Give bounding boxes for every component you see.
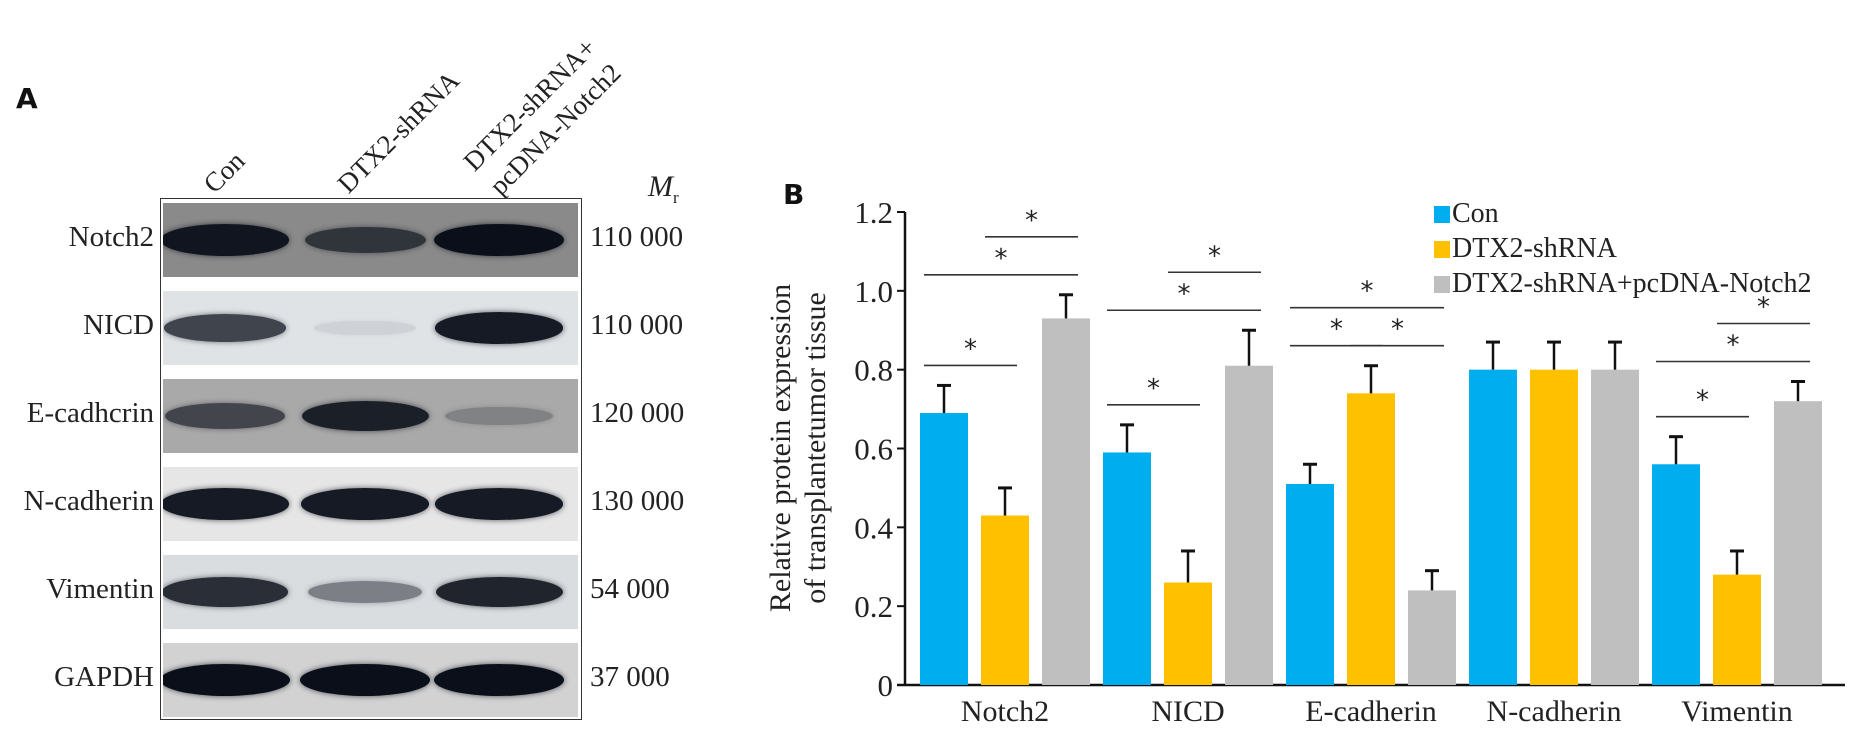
bar-notch2-1	[981, 515, 1029, 685]
y-tick-label: 1.2	[854, 195, 893, 230]
blot-strip-vimentin	[163, 555, 578, 629]
significance-asterisk: *	[1696, 386, 1709, 416]
blot-band	[434, 224, 564, 256]
significance-asterisk: *	[1757, 292, 1770, 322]
blot-band	[163, 224, 290, 256]
mr-value: 130 000	[590, 485, 685, 517]
bar-e-cadherin-0	[1286, 483, 1334, 685]
blot-band	[435, 576, 563, 608]
blot-strip-notch2	[163, 203, 578, 277]
blot-band	[308, 580, 422, 604]
y-tick-label: 0	[878, 668, 894, 703]
legend-label-0: Con	[1452, 198, 1499, 229]
y-tick-label: 0.6	[854, 432, 893, 467]
mr-header: Mr	[648, 170, 679, 207]
y-tick-label: 1.0	[854, 274, 893, 309]
x-tick-label-nicd: NICD	[1151, 695, 1224, 728]
mr-value: 110 000	[590, 221, 684, 253]
blot-band	[314, 320, 416, 336]
bar-notch2-0	[920, 413, 968, 685]
bar-e-cadherin-1	[1347, 393, 1395, 685]
bar-n-cadherin-2	[1591, 369, 1639, 685]
significance-asterisk: *	[1147, 374, 1160, 404]
significance-asterisk: *	[1727, 330, 1740, 360]
blot-band	[165, 403, 285, 429]
x-tick-label-notch2: Notch2	[961, 695, 1049, 728]
y-axis-label-line2: of transplantetumor tissue	[799, 292, 832, 604]
significance-asterisk: *	[1178, 279, 1191, 309]
blot-band	[434, 664, 564, 696]
row-label-notch2: Notch2	[68, 221, 154, 253]
y-axis-label-line1: Relative protein expression	[764, 284, 797, 612]
blot-band	[434, 488, 564, 520]
bar-vimentin-2	[1774, 401, 1822, 685]
row-label-nicd: NICD	[83, 309, 154, 341]
x-tick-label-e-cadherin: E-cadherin	[1305, 695, 1437, 728]
blot-band	[163, 577, 288, 607]
significance-asterisk: *	[1391, 315, 1404, 345]
mr-value: 120 000	[590, 397, 685, 429]
row-label-gapdh: GAPDH	[54, 661, 154, 693]
blot-band	[304, 226, 426, 254]
y-tick-label: 0.8	[854, 353, 893, 388]
blot-band	[300, 488, 430, 520]
x-tick-label-vimentin: Vimentin	[1681, 695, 1793, 728]
western-blot-panel: A Con DTX2-shRNA DTX2-shRNA+ pcDNA-Notch…	[0, 0, 760, 731]
bar-n-cadherin-0	[1469, 369, 1517, 685]
bar-nicd-2	[1225, 365, 1273, 685]
blot-strip-n-cadherin	[163, 467, 578, 541]
row-label-e-cadhcrin: E-cadhcrin	[26, 397, 154, 429]
significance-asterisk: *	[1361, 277, 1374, 307]
bar-e-cadherin-2	[1408, 590, 1456, 685]
legend-label-1: DTX2-shRNA	[1452, 233, 1618, 264]
mr-value: 37 000	[590, 661, 670, 693]
blot-band	[434, 312, 564, 344]
panel-b-letter: B	[783, 178, 805, 211]
blot-band	[163, 488, 290, 520]
blot-frame	[160, 198, 582, 720]
blot-band	[163, 664, 290, 696]
significance-asterisk: *	[1330, 315, 1343, 345]
blot-band	[301, 400, 429, 432]
bar-n-cadherin-1	[1530, 369, 1578, 685]
blot-strip-gapdh	[163, 643, 578, 717]
legend-swatch-0	[1434, 206, 1450, 223]
x-tick-label-n-cadherin: N-cadherin	[1487, 695, 1622, 728]
blot-strip-e-cadhcrin	[163, 379, 578, 453]
legend-swatch-1	[1434, 241, 1450, 258]
bar-nicd-0	[1103, 452, 1151, 685]
blot-band	[163, 314, 287, 342]
panel-a-letter: A	[16, 82, 38, 115]
legend-label-2: DTX2-shRNA+pcDNA-Notch2	[1452, 268, 1812, 299]
significance-asterisk: *	[995, 244, 1008, 274]
legend-swatch-2	[1434, 276, 1450, 293]
bar-nicd-1	[1164, 582, 1212, 685]
mr-value: 110 000	[590, 309, 684, 341]
mr-value: 54 000	[590, 573, 670, 605]
blot-band	[445, 406, 553, 426]
row-label-n-cadherin: N-cadherin	[23, 485, 154, 517]
y-tick-label: 0.2	[854, 589, 893, 624]
blot-strip-nicd	[163, 291, 578, 365]
blot-band	[300, 664, 430, 696]
bar-vimentin-0	[1652, 464, 1700, 685]
significance-asterisk: *	[1025, 206, 1038, 236]
bar-notch2-2	[1042, 318, 1090, 685]
significance-asterisk: *	[964, 334, 977, 364]
y-tick-label: 0.4	[854, 510, 893, 545]
bar-vimentin-1	[1713, 574, 1761, 685]
row-label-vimentin: Vimentin	[46, 573, 154, 605]
significance-asterisk: *	[1208, 241, 1221, 271]
